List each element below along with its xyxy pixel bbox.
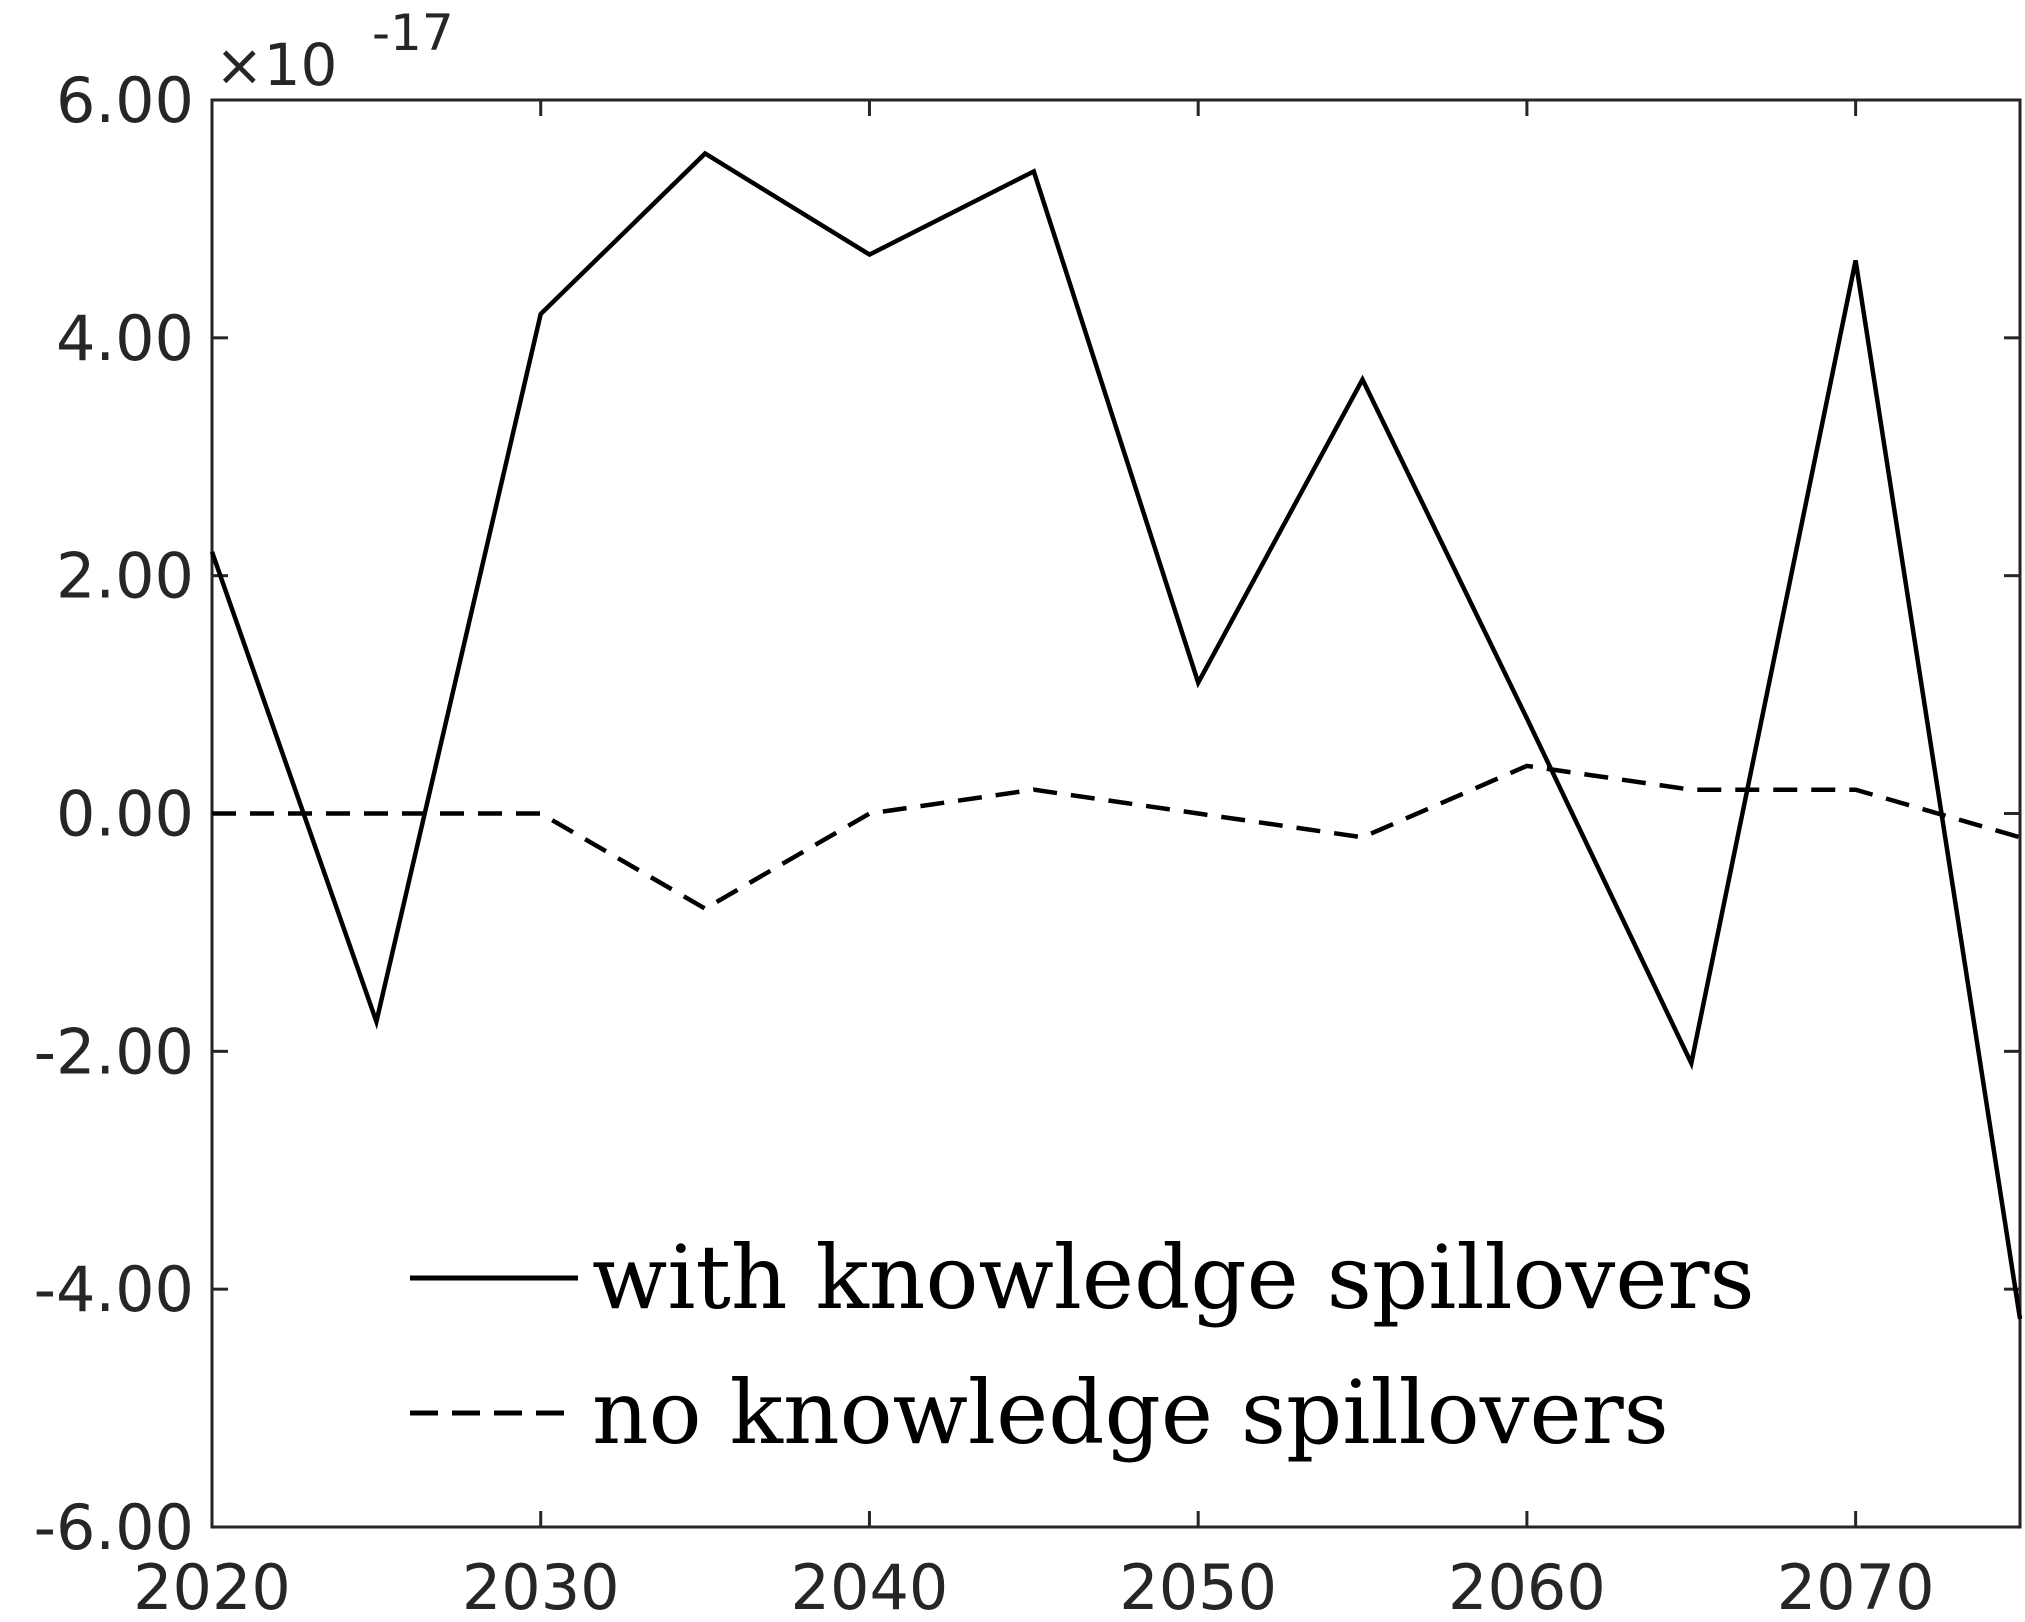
x-tick-label: 2040 bbox=[791, 1551, 949, 1622]
x-tick-label: 2070 bbox=[1777, 1551, 1935, 1622]
y-tick-label: -4.00 bbox=[34, 1253, 194, 1326]
series-line-with-spillovers bbox=[209, 150, 2023, 1320]
y-axis-exponent: ×10 -17 bbox=[215, 4, 454, 99]
x-tick-label: 2020 bbox=[133, 1551, 291, 1622]
y-tick-label: 6.00 bbox=[56, 64, 194, 137]
y-tick-label: -2.00 bbox=[34, 1015, 194, 1088]
series-layer bbox=[209, 150, 2023, 1320]
plot-area bbox=[210, 98, 2022, 1529]
y-axis-ticks: -6.00 -4.00 -2.00 0.00 2.00 4.00 6.00 bbox=[34, 64, 2020, 1564]
x-tick-label: 2050 bbox=[1119, 1551, 1277, 1622]
y-tick-label: 0.00 bbox=[56, 778, 194, 851]
y-tick-label: 4.00 bbox=[56, 302, 194, 375]
x-tick-label: 2030 bbox=[462, 1551, 620, 1622]
exponent-power: -17 bbox=[372, 4, 454, 62]
legend: with knowledge spillovers no knowledge s… bbox=[410, 1226, 1755, 1464]
y-tick-label: -6.00 bbox=[34, 1491, 194, 1564]
x-axis-ticks: 2020 2030 2040 2050 2060 2070 bbox=[133, 100, 1935, 1622]
x-tick-label: 2060 bbox=[1448, 1551, 1606, 1622]
exponent-base: ×10 bbox=[215, 31, 337, 99]
legend-label-with-spillovers: with knowledge spillovers bbox=[592, 1226, 1755, 1329]
legend-label-no-spillovers: no knowledge spillovers bbox=[592, 1361, 1669, 1464]
y-tick-label: 2.00 bbox=[56, 540, 194, 613]
series-line-no-spillovers bbox=[212, 763, 2021, 912]
